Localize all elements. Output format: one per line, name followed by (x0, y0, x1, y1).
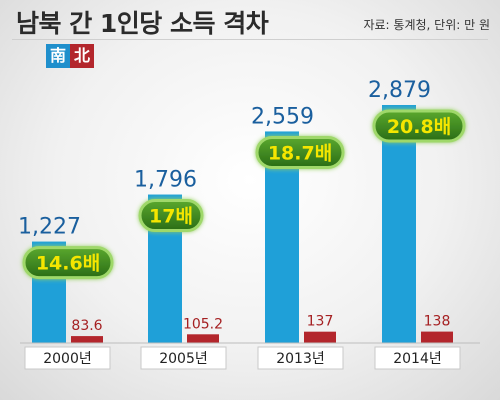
value-label-south-1: 1,796 (134, 168, 197, 193)
ratio-label-0: 14.6배 (36, 253, 100, 275)
bar-north-3 (421, 331, 453, 343)
category-box-2 (257, 346, 344, 370)
ratio-badge-2 (255, 135, 345, 169)
legend-north: 北 (70, 44, 94, 68)
title-divider (12, 39, 488, 40)
value-label-south-3: 2,879 (368, 78, 431, 103)
chart-title: 남북 간 1인당 소득 격차 (16, 9, 269, 38)
value-label-north-0: 83.6 (71, 318, 102, 334)
value-label-south-0: 1,227 (18, 215, 81, 240)
value-label-north-2: 137 (307, 314, 334, 330)
category-box-3 (374, 346, 461, 370)
category-box-1 (140, 346, 227, 370)
ratio-badge-0 (22, 246, 114, 280)
category-label-1: 2005년 (159, 351, 208, 367)
bar-north-1 (187, 334, 219, 343)
value-label-north-3: 138 (424, 314, 451, 330)
category-box-0 (24, 346, 111, 370)
ratio-badge-3 (372, 109, 466, 143)
legend-south: 南 (46, 44, 70, 68)
value-label-south-2: 2,559 (251, 104, 314, 129)
bar-north-0 (71, 336, 103, 343)
ratio-label-2: 18.7배 (268, 142, 332, 164)
category-label-0: 2000년 (43, 351, 92, 367)
category-label-2: 2013년 (276, 351, 325, 367)
value-label-north-1: 105.2 (183, 316, 223, 332)
category-label-3: 2014년 (393, 351, 442, 367)
ratio-badge-1 (138, 199, 204, 233)
ratio-label-1: 17배 (149, 206, 193, 228)
bar-north-2 (304, 331, 336, 343)
ratio-label-3: 20.8배 (387, 116, 451, 138)
bar-south-3 (382, 105, 416, 343)
source-note: 자료: 통계청, 단위: 만 원 (363, 18, 490, 32)
